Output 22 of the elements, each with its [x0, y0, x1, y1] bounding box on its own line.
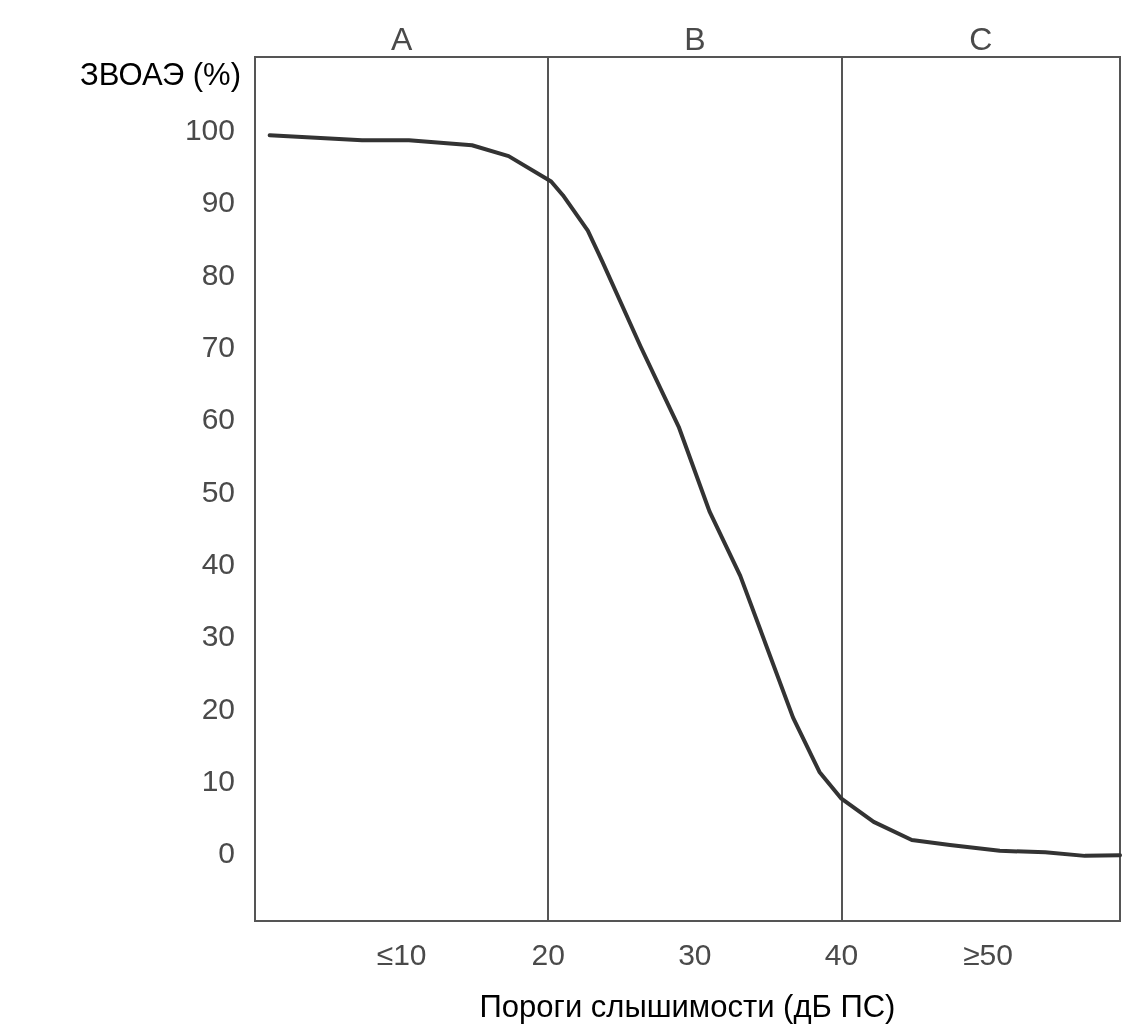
- y-tick-label: 70: [201, 329, 235, 363]
- y-tick-label: 50: [201, 474, 235, 508]
- y-tick-label: 100: [184, 112, 235, 146]
- annotation: C: [969, 21, 993, 57]
- y-tick-label: 0: [218, 836, 235, 870]
- y-tick-label: 30: [201, 619, 235, 653]
- annotation: B: [684, 21, 706, 57]
- annotation: A: [390, 21, 413, 57]
- y-tick-label: 60: [201, 402, 235, 436]
- x-tick-label: 20: [531, 937, 565, 971]
- y-tick-label: 80: [201, 257, 235, 291]
- x-axis-title: Пороги слышимости (дБ ПС): [479, 989, 896, 1024]
- x-tick-label: ≥50: [963, 937, 1013, 971]
- y-tick-label: 40: [201, 547, 235, 581]
- y-tick-label: 90: [201, 185, 235, 219]
- x-tick-label: 40: [824, 937, 859, 971]
- y-tick-label: 10: [201, 764, 235, 798]
- y-axis-title: ЗВОАЭ (%): [80, 57, 241, 92]
- x-tick-label: ≤10: [376, 937, 427, 971]
- y-tick-label: 20: [201, 691, 235, 725]
- line-series: [267, 133, 1122, 858]
- x-tick-label: 30: [678, 937, 712, 971]
